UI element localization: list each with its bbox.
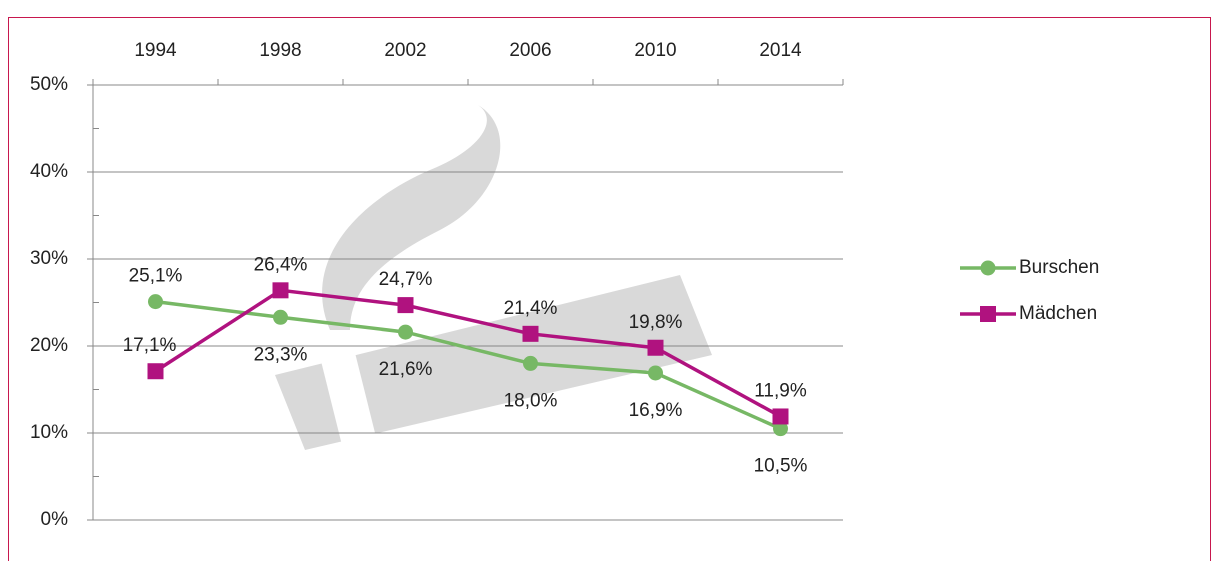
marker bbox=[398, 297, 414, 313]
data-label: 26,4% bbox=[254, 254, 308, 275]
x-tick-label: 2014 bbox=[759, 40, 802, 61]
legend-marker bbox=[981, 261, 996, 276]
y-tick-label: 10% bbox=[30, 422, 68, 443]
marker bbox=[148, 363, 164, 379]
legend-label: Mädchen bbox=[1019, 303, 1097, 324]
data-label: 18,0% bbox=[504, 390, 558, 411]
marker bbox=[648, 365, 663, 380]
x-tick-label: 2010 bbox=[634, 40, 676, 61]
x-tick-label: 1994 bbox=[134, 40, 177, 61]
y-tick-label: 40% bbox=[30, 161, 68, 182]
y-tick-label: 20% bbox=[30, 335, 68, 356]
marker bbox=[773, 408, 789, 424]
data-label: 21,4% bbox=[504, 298, 558, 319]
data-label: 24,7% bbox=[379, 269, 433, 290]
y-tick-label: 0% bbox=[41, 509, 69, 530]
marker bbox=[398, 325, 413, 340]
data-label: 10,5% bbox=[754, 456, 808, 477]
data-label: 19,8% bbox=[629, 312, 683, 333]
y-tick-label: 50% bbox=[30, 74, 68, 95]
chart-frame bbox=[9, 18, 1211, 561]
marker bbox=[523, 356, 538, 371]
marker bbox=[523, 326, 539, 342]
page: 0% 10% 20% 30% 40% 50% 1994 1998 2002 2006 2010 201… bbox=[0, 0, 1213, 561]
y-tick-label: 30% bbox=[30, 248, 68, 269]
legend-marker bbox=[980, 306, 996, 322]
data-label: 17,1% bbox=[123, 335, 177, 356]
marker bbox=[273, 282, 289, 298]
data-label: 21,6% bbox=[379, 359, 433, 380]
x-tick-label: 2006 bbox=[509, 40, 551, 61]
legend-label: Burschen bbox=[1019, 257, 1099, 278]
data-label: 25,1% bbox=[129, 266, 183, 287]
data-label: 11,9% bbox=[754, 380, 807, 401]
x-tick-label: 2002 bbox=[384, 40, 426, 61]
marker bbox=[148, 294, 163, 309]
data-label: 23,3% bbox=[254, 344, 308, 365]
chart: 0% 10% 20% 30% 40% 50% 1994 1998 2002 2006 2010 201… bbox=[0, 0, 1213, 561]
x-tick-label: 1998 bbox=[259, 40, 301, 61]
marker bbox=[273, 310, 288, 325]
data-label: 16,9% bbox=[629, 400, 683, 421]
marker bbox=[648, 340, 664, 356]
